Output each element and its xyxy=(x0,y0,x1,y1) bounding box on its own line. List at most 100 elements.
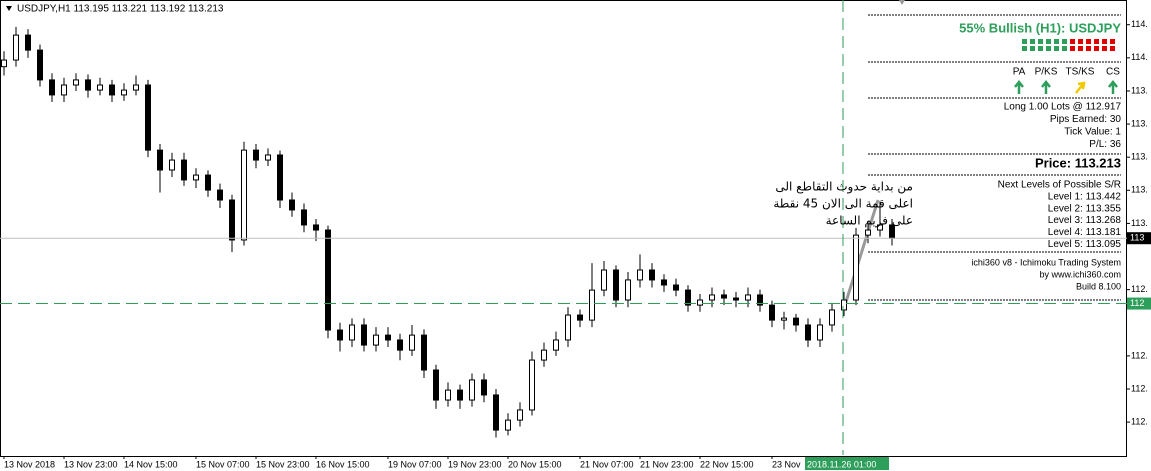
strength-square xyxy=(1094,46,1099,51)
strength-square xyxy=(1078,39,1083,44)
plot-frame xyxy=(0,0,1127,457)
levels-title: Next Levels of Possible S/R xyxy=(998,180,1121,191)
x-tick-label: 13 Nov 2018 xyxy=(4,459,55,469)
annotation-text: من بداية حدوث التقاطع الى xyxy=(775,180,913,195)
candle-body xyxy=(385,334,391,341)
shift-marker xyxy=(899,0,905,5)
candle-body xyxy=(205,174,211,191)
candle-body xyxy=(673,284,679,291)
candle-body xyxy=(841,299,847,311)
position-text: Long 1.00 Lots @ 112.917 xyxy=(1004,102,1122,113)
strength-square xyxy=(1038,46,1043,51)
strength-square xyxy=(1054,46,1059,51)
candle-body xyxy=(493,394,499,431)
candle-body xyxy=(649,269,655,281)
candle-body xyxy=(541,349,547,361)
y-tick-label: 113. xyxy=(1131,152,1148,162)
level-text: Level 4: 113.181 xyxy=(1048,227,1122,238)
annotation-text: على فريم الساعة xyxy=(826,214,913,229)
signal-arrow xyxy=(1108,79,1118,94)
x-tick-label: 19 Nov 07:00 xyxy=(388,459,442,469)
candle-body xyxy=(517,409,523,421)
footer-text: by www.ichi360.com xyxy=(1039,269,1121,279)
position-text: Pips Earned: 30 xyxy=(1050,114,1122,125)
strength-square xyxy=(1062,39,1067,44)
candle-body xyxy=(733,297,739,301)
strength-square xyxy=(1086,39,1091,44)
candle-body xyxy=(781,317,787,321)
annotation-text: اعلى قمة الى الان 45 نقطة xyxy=(773,197,913,211)
x-tick-label: 15 Nov 23:00 xyxy=(256,459,310,469)
candle-body xyxy=(709,294,715,301)
candle-body xyxy=(145,84,151,151)
y-tick-label: 112. xyxy=(1131,416,1148,426)
strength-square xyxy=(1030,39,1035,44)
candle-body xyxy=(241,149,247,241)
x-tick-label: 21 Nov 07:00 xyxy=(580,459,634,469)
signal-arrow xyxy=(1041,79,1051,94)
candle-body xyxy=(37,49,43,81)
strength-square xyxy=(1062,46,1067,51)
strength-square xyxy=(1110,46,1115,51)
candle-body xyxy=(565,314,571,341)
candle-body xyxy=(457,389,463,401)
position-text: P/L: 36 xyxy=(1089,139,1121,150)
x-tick-label: 21 Nov 23:00 xyxy=(640,459,694,469)
candle-body xyxy=(181,159,187,181)
candle-body xyxy=(73,79,79,86)
x-tick-label: 16 Nov 15:00 xyxy=(316,459,370,469)
candle-body xyxy=(277,154,283,201)
strength-square xyxy=(1038,39,1043,44)
candle-body xyxy=(61,84,67,96)
candle-body xyxy=(721,294,727,299)
candle-body xyxy=(445,389,451,401)
x-tick-label: 23 Nov xyxy=(772,459,801,469)
level-text: Level 3: 113.268 xyxy=(1048,215,1122,226)
candle-body xyxy=(505,419,511,431)
signal-label: PA xyxy=(1013,67,1026,78)
signal-label: P/KS xyxy=(1035,67,1058,78)
candle-body xyxy=(745,294,751,301)
order-label-box xyxy=(1127,297,1151,310)
candle-body xyxy=(121,89,127,96)
strength-square xyxy=(1022,46,1027,51)
candle-body xyxy=(469,379,475,401)
strength-square xyxy=(1070,39,1075,44)
menu-triangle[interactable] xyxy=(6,6,12,11)
strength-square xyxy=(1102,39,1107,44)
strength-square xyxy=(1110,39,1115,44)
footer-text: Build 8.100 xyxy=(1076,281,1121,291)
strength-square xyxy=(1094,39,1099,44)
signal-label: CS xyxy=(1106,67,1120,78)
level-text: Level 5: 113.095 xyxy=(1048,239,1122,250)
strength-square xyxy=(1022,39,1027,44)
level-text: Level 2: 113.355 xyxy=(1048,203,1122,214)
candle-body xyxy=(217,189,223,201)
signal-label: TS/KS xyxy=(1066,67,1095,78)
candle-body xyxy=(421,334,427,371)
candle-body xyxy=(877,224,883,231)
candle-body xyxy=(193,174,199,181)
candle-body xyxy=(589,289,595,321)
candle-body xyxy=(433,369,439,401)
position-text: Tick Value: 1 xyxy=(1064,127,1121,138)
strength-square xyxy=(1070,46,1075,51)
candle-body xyxy=(769,304,775,321)
candle-body xyxy=(829,309,835,326)
level-text: Level 1: 113.442 xyxy=(1048,192,1122,203)
candle-body xyxy=(313,224,319,231)
signal-arrow xyxy=(1075,81,1086,94)
y-tick-label: 112. xyxy=(1131,350,1148,360)
y-tick-label: 113. xyxy=(1131,85,1148,95)
panel-price: Price: 113.213 xyxy=(1035,155,1121,170)
strength-square xyxy=(1054,39,1059,44)
candle-body xyxy=(337,329,343,341)
candle-body xyxy=(793,317,799,326)
strength-square xyxy=(1078,46,1083,51)
candle-body xyxy=(109,84,115,96)
candle-body xyxy=(97,84,103,91)
x-tick-label: 15 Nov 07:00 xyxy=(196,459,250,469)
order-label: 112 xyxy=(1130,298,1144,308)
candle-body xyxy=(409,334,415,351)
